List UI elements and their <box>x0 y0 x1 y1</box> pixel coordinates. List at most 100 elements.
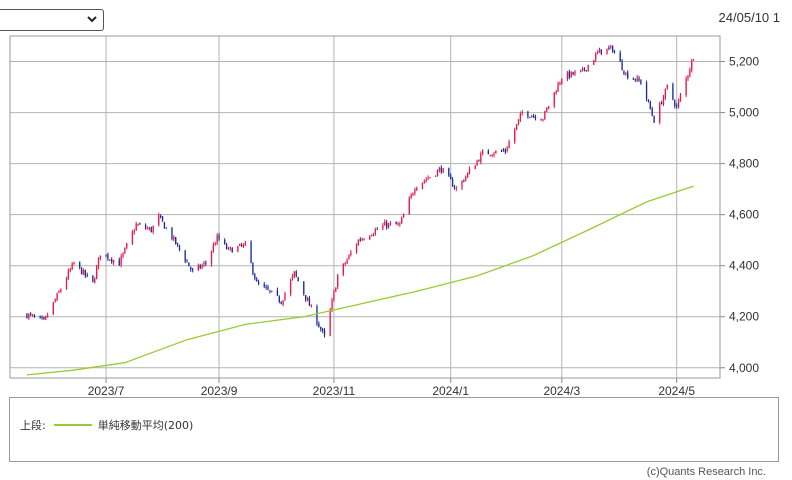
candle-body <box>679 94 682 101</box>
y-tick-label: 4,000 <box>729 361 759 375</box>
candle-body <box>131 231 134 244</box>
candle-body <box>148 227 151 230</box>
candle-body <box>227 247 230 249</box>
candle-body <box>611 46 614 52</box>
candle-body <box>438 168 441 171</box>
x-tick-label: 2023/9 <box>201 384 238 398</box>
candle-body <box>112 260 115 263</box>
candle-body <box>161 216 164 222</box>
candle-body <box>252 262 254 274</box>
candle-body <box>84 269 86 276</box>
candle-body <box>165 227 167 229</box>
candle-body <box>385 222 388 228</box>
candle-body <box>581 68 584 70</box>
candle-body <box>355 244 358 253</box>
candle-body <box>31 314 34 316</box>
candles <box>26 44 695 338</box>
candle-body <box>559 82 561 85</box>
moving-average <box>26 185 694 376</box>
candle-body <box>242 244 245 247</box>
candle-body <box>632 78 635 80</box>
ma-line <box>26 185 694 376</box>
candle-body <box>94 278 96 283</box>
candle-body <box>647 99 650 102</box>
plot-border <box>9 35 721 379</box>
chevron-down-icon <box>87 16 97 23</box>
candle-body <box>495 150 497 154</box>
candle-body <box>111 259 113 263</box>
candle-body <box>557 83 559 92</box>
x-tick-label: 2024/5 <box>658 384 695 398</box>
candle-body <box>506 148 508 151</box>
candle-body <box>33 315 36 317</box>
candle-body <box>508 141 510 149</box>
chart-grid <box>10 36 720 378</box>
candle-body <box>651 108 653 116</box>
candle-body <box>416 188 418 190</box>
candle-body <box>216 234 218 244</box>
candle-body <box>335 287 337 292</box>
candle-body <box>453 186 456 188</box>
candle-body <box>493 153 495 156</box>
candle-body <box>623 70 625 74</box>
candle-body <box>500 150 503 152</box>
candle-body <box>310 305 312 307</box>
candle-body <box>303 281 305 295</box>
candle-body <box>636 77 638 82</box>
candle-body <box>280 302 282 304</box>
candle-body <box>570 71 572 78</box>
candle-body <box>276 290 279 296</box>
period-select[interactable] <box>0 9 104 31</box>
candle-body <box>122 252 124 257</box>
candle-body <box>269 290 271 292</box>
candle-body <box>359 239 361 241</box>
candle-body <box>308 297 311 306</box>
candle-body <box>144 225 147 229</box>
candle-body <box>139 223 141 225</box>
candle-body <box>178 245 181 250</box>
candle-body <box>659 103 661 123</box>
candle-body <box>184 250 186 262</box>
candle-body <box>423 180 425 183</box>
candle-body <box>318 323 320 327</box>
candle-body <box>342 263 345 275</box>
candle-body <box>666 84 668 89</box>
candle-body <box>316 306 318 325</box>
candle-body <box>531 115 533 118</box>
candle-body <box>369 236 371 239</box>
candle-body <box>674 100 676 107</box>
candle-body <box>210 251 213 265</box>
candle-body <box>448 168 450 176</box>
candle-body <box>372 233 375 236</box>
candle-body <box>218 234 220 240</box>
candle-body <box>544 111 546 120</box>
candle-body <box>244 242 247 245</box>
candle-body <box>265 286 267 288</box>
candle-body <box>645 82 648 99</box>
candle-body <box>613 51 616 53</box>
candle-body <box>43 317 45 320</box>
x-tick-label: 2024/3 <box>543 384 580 398</box>
candle-body <box>689 69 691 76</box>
candle-body <box>297 277 299 282</box>
candle-body <box>606 48 608 55</box>
candle-body <box>546 108 548 112</box>
candle-body <box>395 222 397 225</box>
candle-body <box>585 69 587 71</box>
candle-body <box>329 309 331 336</box>
candle-body <box>638 78 640 81</box>
candle-body <box>229 247 232 249</box>
candle-body <box>305 295 307 300</box>
candle-body <box>80 267 83 275</box>
candle-body <box>284 293 286 300</box>
candle-body <box>54 299 56 302</box>
candle-body <box>173 236 175 240</box>
candle-body <box>515 124 518 130</box>
candle-body <box>634 78 636 81</box>
candle-body <box>146 228 149 230</box>
candle-body <box>278 296 280 302</box>
candle-body <box>321 329 324 331</box>
candle-body <box>660 103 663 105</box>
candle-body <box>152 225 154 233</box>
candle-body <box>118 259 120 266</box>
